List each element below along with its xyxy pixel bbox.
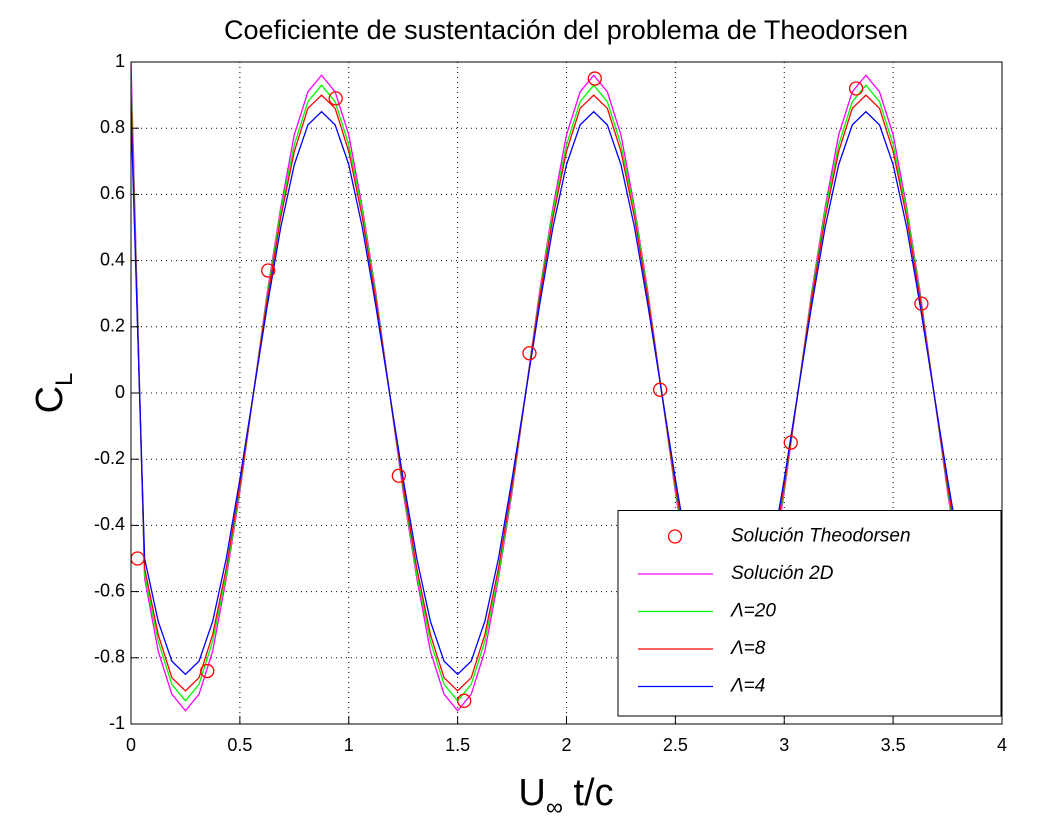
y-tick-label: 1 <box>115 51 125 71</box>
y-tick-label: -0.8 <box>94 647 125 667</box>
y-tick-label: 0.8 <box>100 117 125 137</box>
series-line <box>131 78 1002 702</box>
data-point <box>391 468 406 483</box>
y-tick-label: 0.2 <box>100 316 125 336</box>
data-point <box>522 346 537 361</box>
plot-lines <box>131 62 1002 712</box>
y-label-main: C <box>29 386 71 413</box>
y-tick-label: -0.2 <box>94 448 125 468</box>
y-tick-label: -0.6 <box>94 580 125 600</box>
y-tick-label: -0.4 <box>94 514 125 534</box>
y-tick-label: 0.6 <box>100 183 125 203</box>
legend: Solución Theodorsen Solución 2D Λ=20 Λ=8 Λ=4 <box>617 510 1002 717</box>
data-point <box>328 91 343 106</box>
x-tick-label: 2.5 <box>663 735 688 755</box>
legend-marker <box>667 529 683 544</box>
data-point <box>457 693 472 708</box>
x-axis-label: U∞ t/c <box>518 772 613 821</box>
chart-title: Coeficiente de sustentación del problema… <box>224 15 908 45</box>
y-axis-label-group: CL <box>29 373 78 414</box>
legend-label: Λ=4 <box>730 676 765 697</box>
y-axis-label: CL <box>29 373 78 414</box>
y-tick-label: -1 <box>109 713 125 733</box>
x-tick-label: 4 <box>997 735 1007 755</box>
series-line <box>131 110 1002 676</box>
data-point <box>848 81 864 96</box>
x-tick-label: 3.5 <box>881 735 906 755</box>
data-point <box>652 382 668 397</box>
x-tick-label: 0.5 <box>227 735 252 755</box>
x-tick-label: 3 <box>779 735 789 755</box>
y-tick-label: 0 <box>115 382 125 402</box>
legend-box <box>617 510 1002 717</box>
data-point <box>914 296 929 311</box>
legend-label: Λ=20 <box>730 601 776 622</box>
x-label-rest: t/c <box>563 772 614 814</box>
y-label-sub: L <box>51 373 78 386</box>
legend-label: Λ=8 <box>730 638 766 659</box>
legend-label: Solución 2D <box>731 563 834 584</box>
data-point <box>783 435 798 450</box>
x-tick-label: 0 <box>126 735 136 755</box>
legend-label: Solución Theodorsen <box>731 526 911 547</box>
x-tick-label: 1 <box>344 735 354 755</box>
data-point <box>200 663 215 679</box>
data-point <box>261 263 276 278</box>
y-tick-label: 0.4 <box>100 249 125 269</box>
x-label-main: U <box>518 772 545 814</box>
series-line <box>131 94 1002 692</box>
data-point <box>587 71 602 86</box>
x-tick-label: 2 <box>561 735 571 755</box>
ticks: 0 0.5 1 1.5 2 2.5 3 3.5 4 -1 -0.8 -0.6 -0.4 -0.2 0 0.2 0… <box>94 51 1007 755</box>
x-tick-label: 1.5 <box>445 735 470 755</box>
x-label-sub: ∞ <box>546 794 563 821</box>
